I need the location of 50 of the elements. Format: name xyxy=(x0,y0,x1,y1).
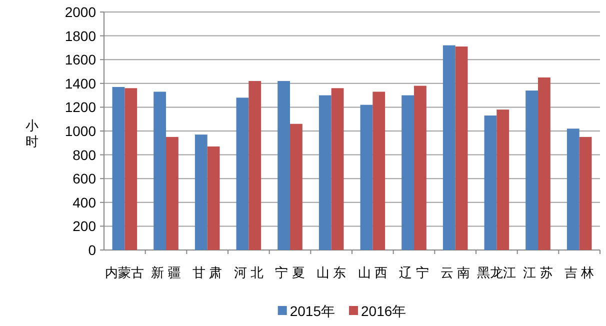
x-tick-label: 河 北 xyxy=(234,265,264,280)
bar xyxy=(290,124,302,250)
bar xyxy=(124,88,138,250)
bar xyxy=(278,81,290,250)
bar xyxy=(154,92,166,250)
y-tick-label: 1400 xyxy=(64,75,96,92)
legend-label: 2016年 xyxy=(361,303,406,319)
x-tick-label: 新 疆 xyxy=(151,265,181,280)
x-tick-label: 内蒙古 xyxy=(105,265,144,280)
bar xyxy=(484,116,497,250)
bar xyxy=(207,146,220,250)
y-tick-label: 1600 xyxy=(64,52,96,68)
x-tick-label: 辽 宁 xyxy=(399,265,429,280)
bar xyxy=(331,88,344,250)
y-tick-label: 0 xyxy=(88,242,96,258)
y-tick-label: 2000 xyxy=(64,4,96,20)
bar xyxy=(566,128,580,250)
x-tick-label: 山 西 xyxy=(358,265,388,280)
bar xyxy=(455,46,468,250)
x-tick-label: 江 苏 xyxy=(523,265,553,280)
y-tick-label: 200 xyxy=(72,218,96,234)
y-tick-label: 600 xyxy=(72,170,96,187)
y-tick-label: 400 xyxy=(72,194,96,210)
bar xyxy=(579,136,592,250)
bar xyxy=(538,77,550,250)
bar xyxy=(442,45,456,250)
x-tick-label: 黑龙江 xyxy=(477,265,516,280)
bar xyxy=(166,136,178,250)
bar xyxy=(372,92,386,250)
bar xyxy=(402,95,414,250)
y-axis-title: 小时 xyxy=(26,118,38,149)
bar xyxy=(496,110,510,250)
legend-label: 2015年 xyxy=(290,303,335,319)
y-tick-label: 1000 xyxy=(64,123,96,139)
bar xyxy=(526,90,538,250)
bar xyxy=(112,86,125,250)
y-tick-label: 1800 xyxy=(64,28,96,44)
y-tick-label: 800 xyxy=(72,146,96,163)
x-tick-label: 宁 夏 xyxy=(275,265,305,280)
x-tick-label: 吉 林 xyxy=(564,265,594,280)
bar xyxy=(248,81,262,250)
bar xyxy=(236,98,249,250)
bar xyxy=(318,95,332,250)
bar xyxy=(414,86,426,250)
y-tick-label: 1200 xyxy=(64,99,96,116)
x-tick-label: 云 南 xyxy=(440,265,470,280)
bar xyxy=(360,104,373,250)
x-tick-label: 甘 肃 xyxy=(192,265,222,280)
bar xyxy=(194,134,208,250)
x-tick-label: 山 东 xyxy=(316,265,346,280)
